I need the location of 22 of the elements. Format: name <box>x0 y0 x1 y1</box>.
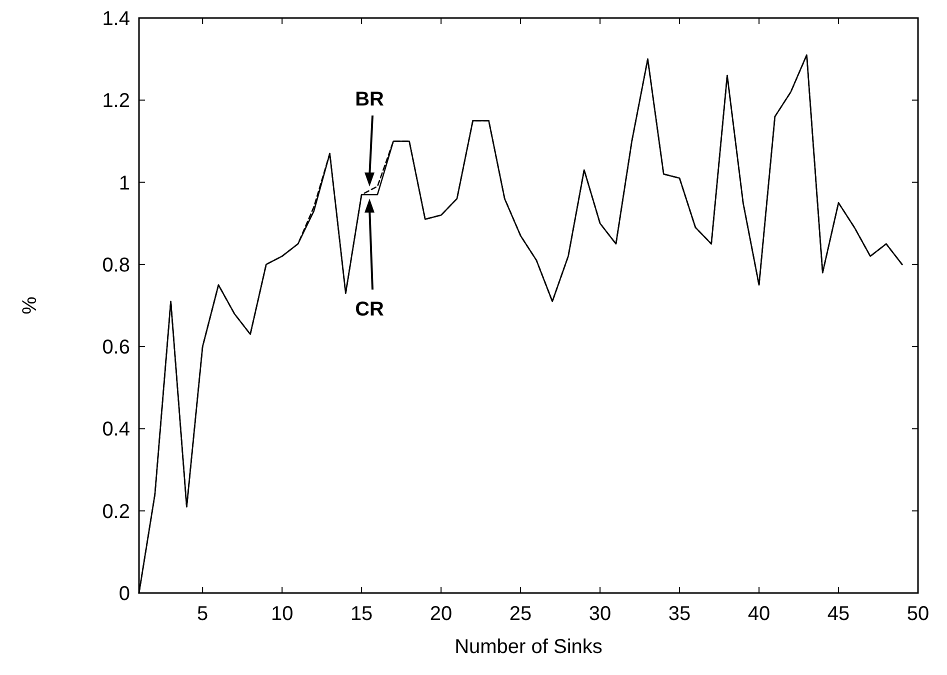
y-tick-label: 0.6 <box>102 336 130 359</box>
y-axis-title: % <box>19 296 41 314</box>
y-tick-label: 1.4 <box>102 8 130 30</box>
y-tick-label: 1 <box>118 172 130 194</box>
y-tick-label: 0.2 <box>102 500 130 523</box>
y-tick-label: 0.8 <box>102 254 130 276</box>
y-tick-label: 0.4 <box>102 418 130 441</box>
y-tick-label: 0 <box>118 583 130 605</box>
x-tick-label: 50 <box>906 603 930 625</box>
x-tick-label: 15 <box>350 603 373 625</box>
x-tick-label: 45 <box>827 603 850 625</box>
x-tick-label: 30 <box>588 603 612 625</box>
y-tick-label: 1.2 <box>102 90 130 112</box>
x-tick-label: 35 <box>668 603 691 625</box>
x-tick-label: 5 <box>197 603 208 625</box>
series-label: BR <box>355 88 385 110</box>
x-tick-label: 10 <box>270 603 294 625</box>
x-tick-label: 25 <box>509 603 532 625</box>
x-axis-title: Number of Sinks <box>454 636 602 658</box>
x-tick-label: 40 <box>748 603 770 625</box>
series-label: CR <box>355 298 385 321</box>
x-tick-label: 20 <box>430 603 452 625</box>
